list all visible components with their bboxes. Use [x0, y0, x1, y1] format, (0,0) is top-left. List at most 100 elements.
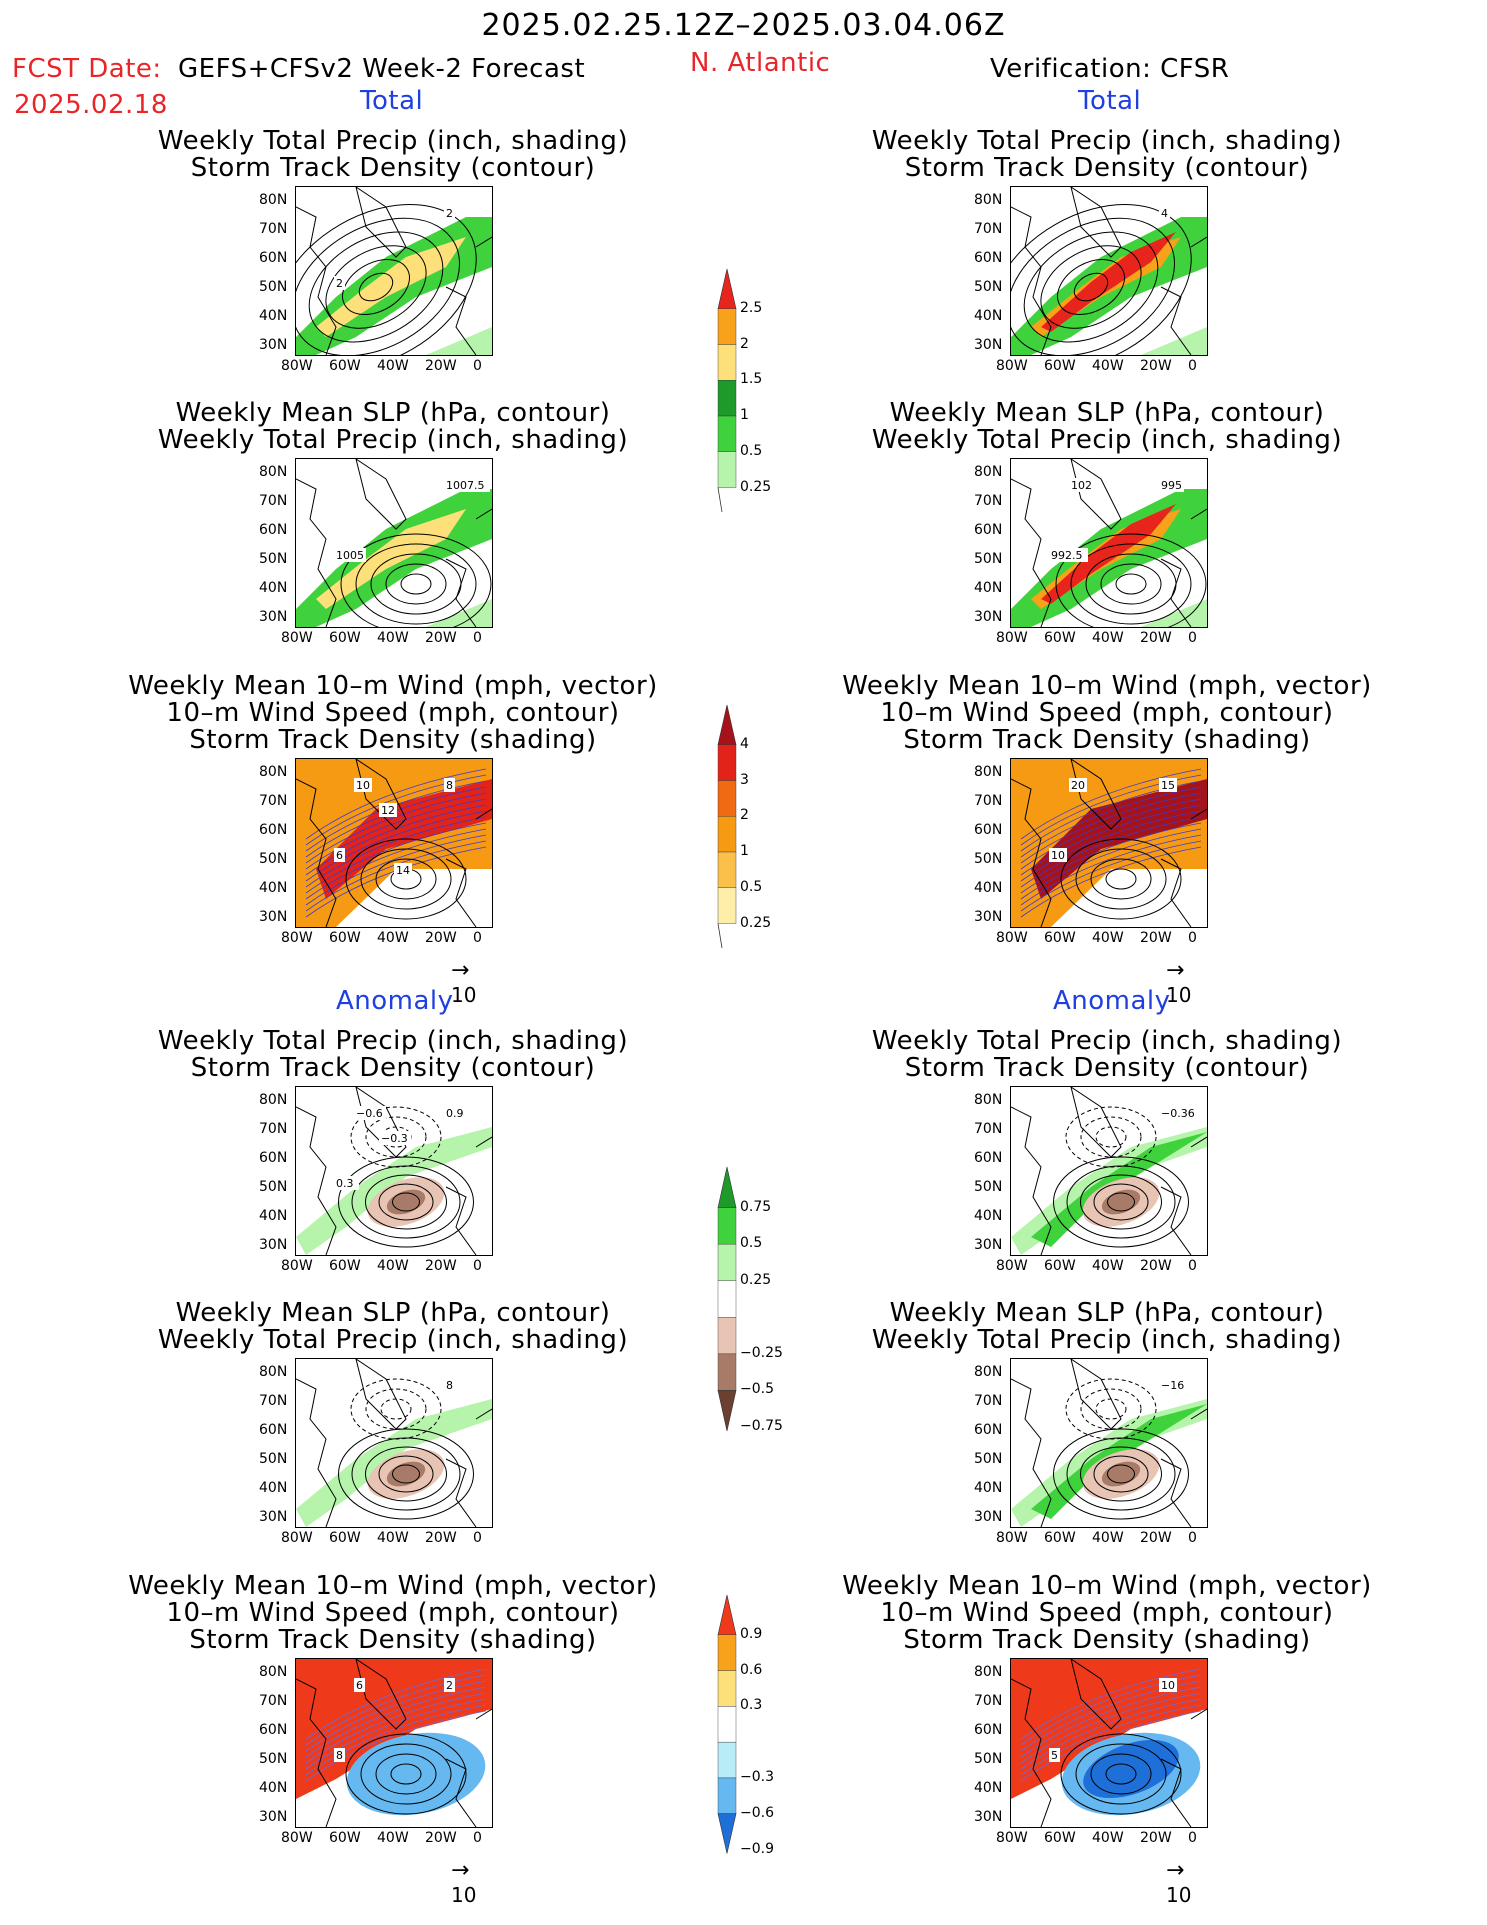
contour-label: 1005 — [334, 548, 366, 562]
wind-vector — [305, 1704, 487, 1776]
wind-speed-contour — [1075, 848, 1167, 910]
lon-tick-label: 40W — [1092, 1530, 1124, 1546]
lat-tick-label: 50N — [974, 1451, 1003, 1467]
lon-tick-label: 40W — [377, 1530, 409, 1546]
colorbar-swatch — [717, 1353, 737, 1391]
lat-tick-label: 50N — [974, 279, 1003, 295]
lat-tick-label: 40N — [974, 1480, 1003, 1496]
svg-text:995: 995 — [1161, 479, 1182, 492]
anom-contour — [338, 1428, 474, 1520]
colorbar-label: −0.25 — [740, 1344, 783, 1361]
svg-text:2: 2 — [446, 207, 453, 220]
map-l-anom-precip: 0.9 0.3 −0.6 −0.3 — [295, 1086, 493, 1256]
lon-tick-label: 80W — [281, 1530, 313, 1546]
colorbar-label: 1 — [740, 843, 749, 860]
lon-tick-label: 80W — [281, 630, 313, 646]
wind-vector — [1020, 1698, 1202, 1770]
map-r-total-slp: 995 992.5 102 — [1010, 458, 1208, 628]
lon-tick-label: 20W — [425, 1830, 457, 1846]
lon-tick-label: 80W — [996, 930, 1028, 946]
colorbar-label: 3 — [740, 771, 749, 788]
lon-tick-label: 40W — [377, 1258, 409, 1274]
verification-label: Verification: CFSR — [990, 54, 1230, 84]
anom-green-strong — [1031, 1404, 1207, 1519]
lat-tick-label: 70N — [259, 221, 288, 237]
title-r4-a: Weekly Total Precip (inch, shading) — [871, 1026, 1343, 1056]
anom-contour — [1093, 1183, 1149, 1221]
precip-light — [1141, 327, 1207, 355]
contour-label: 2 — [444, 206, 455, 220]
svg-text:2: 2 — [446, 1679, 453, 1692]
contour-label: 0.3 — [334, 1176, 359, 1190]
anom-track-red — [296, 1659, 492, 1799]
title-r6-b: 10–m Wind Speed (mph, contour) — [880, 1598, 1334, 1628]
coastline — [1011, 1087, 1207, 1255]
map-l-anom-wind: 2 8 6 — [295, 1658, 493, 1828]
wind-speed-contour — [360, 848, 452, 910]
contour-label: 8 — [334, 1748, 345, 1762]
lat-tick-label: 50N — [259, 1179, 288, 1195]
colorbar-label: 0.75 — [740, 1198, 772, 1215]
svg-text:992.5: 992.5 — [1051, 549, 1083, 562]
section-total-right: Total — [1078, 86, 1142, 116]
lon-tick-label: 60W — [329, 930, 361, 946]
wind-vector — [305, 822, 487, 894]
slp-contour — [400, 573, 432, 595]
contour-label: 6 — [354, 1678, 365, 1692]
anom-contour — [392, 1464, 420, 1484]
anom-wind-contour — [1090, 1753, 1152, 1795]
anom-contour — [378, 1455, 434, 1493]
contour-label: 5 — [1049, 1748, 1060, 1762]
lon-tick-label: 0 — [473, 1830, 482, 1846]
wind-vector — [1020, 810, 1202, 882]
lat-tick-label: 40N — [974, 1780, 1003, 1796]
vector-scale-l6: → 10 — [451, 1858, 477, 1907]
title-r4-b: Storm Track Density (contour) — [904, 1053, 1310, 1083]
wind-vector — [1020, 816, 1202, 888]
svg-text:102: 102 — [1071, 479, 1092, 492]
section-anomaly-left: Anomaly — [336, 986, 454, 1016]
map-l-total-slp: 1007.5 1005 — [295, 458, 493, 628]
wind-vector — [305, 834, 487, 906]
slp-contour — [340, 533, 492, 627]
lat-tick-label: 60N — [259, 1722, 288, 1738]
lon-tick-label: 20W — [1140, 630, 1172, 646]
wind-vector — [305, 840, 487, 912]
lat-tick-label: 50N — [259, 851, 288, 867]
colorbar-label: 0.5 — [740, 878, 763, 895]
precip-light — [426, 327, 492, 355]
colorbar-label: 0.25 — [740, 1271, 772, 1288]
lat-tick-label: 50N — [974, 1179, 1003, 1195]
map-r-anom-slp: −16 — [1010, 1358, 1208, 1528]
wind-vector — [1020, 840, 1202, 912]
colorbar-label: 0.9 — [740, 1625, 763, 1642]
lat-tick-label: 40N — [259, 1208, 288, 1224]
colorbar-swatch — [717, 1741, 737, 1779]
svg-text:14: 14 — [396, 864, 410, 877]
contour-label: 2 — [334, 276, 345, 290]
title-l6-a: Weekly Mean 10–m Wind (mph, vector) — [128, 1571, 658, 1601]
anom-contour — [1107, 1464, 1135, 1484]
wind-vector — [1020, 1668, 1202, 1740]
colorbar-swatch — [717, 1777, 737, 1814]
lat-tick-label: 70N — [259, 1121, 288, 1137]
lon-tick-label: 20W — [425, 1258, 457, 1274]
colorbar-swatch — [717, 344, 737, 381]
lat-tick-label: 70N — [974, 493, 1003, 509]
anom-wind-contour — [360, 1743, 452, 1805]
wind-vector — [1020, 1704, 1202, 1776]
lat-tick-label: 30N — [974, 1237, 1003, 1253]
track-contour — [296, 217, 461, 355]
colorbar-swatch — [717, 451, 737, 488]
colorbar-swatch — [717, 380, 737, 417]
colorbar-label: −0.75 — [740, 1418, 783, 1435]
slp-contour — [1070, 543, 1192, 625]
contour-label: −0.36 — [1159, 1106, 1198, 1120]
contour-label: 4 — [1159, 206, 1170, 220]
lon-tick-label: 60W — [1044, 630, 1076, 646]
colorbar-swatch — [717, 1207, 737, 1245]
vector-scale-r3: → 10 — [1166, 958, 1192, 1007]
lat-tick-label: 80N — [259, 192, 288, 208]
contour-label: 15 — [1159, 778, 1177, 792]
lat-tick-label: 60N — [259, 1422, 288, 1438]
